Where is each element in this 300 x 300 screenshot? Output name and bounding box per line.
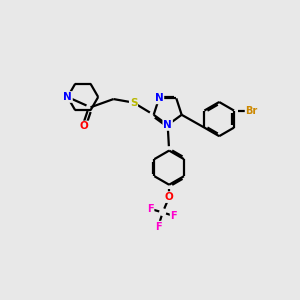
- Text: Br: Br: [245, 106, 258, 116]
- Text: F: F: [147, 204, 154, 214]
- Text: F: F: [155, 222, 162, 232]
- Text: O: O: [80, 122, 88, 131]
- Text: N: N: [163, 120, 172, 130]
- Text: N: N: [63, 92, 72, 102]
- Text: O: O: [165, 192, 173, 202]
- Text: S: S: [130, 98, 137, 108]
- Text: N: N: [154, 93, 164, 103]
- Text: F: F: [170, 211, 177, 221]
